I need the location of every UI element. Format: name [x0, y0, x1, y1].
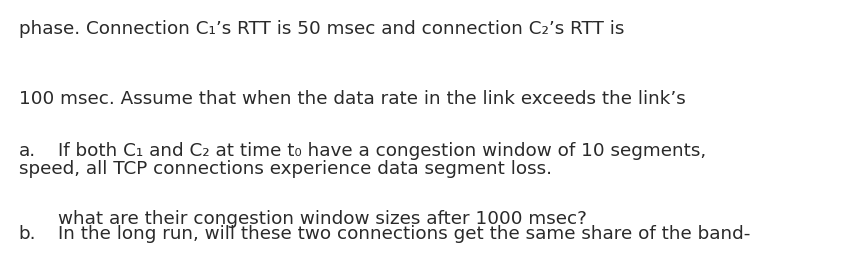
- Text: In the long run, will these two connections get the same share of the band-: In the long run, will these two connecti…: [58, 225, 750, 243]
- Text: what are their congestion window sizes after 1000 msec?: what are their congestion window sizes a…: [58, 210, 587, 228]
- Text: If both C₁ and C₂ at time t₀ have a congestion window of 10 segments,: If both C₁ and C₂ at time t₀ have a cong…: [58, 142, 706, 160]
- Text: a.: a.: [19, 142, 36, 160]
- Text: b.: b.: [19, 225, 36, 243]
- Text: speed, all TCP connections experience data segment loss.: speed, all TCP connections experience da…: [19, 160, 552, 178]
- Text: phase. Connection C₁’s RTT is 50 msec and connection C₂’s RTT is: phase. Connection C₁’s RTT is 50 msec an…: [19, 20, 624, 38]
- Text: 100 msec. Assume that when the data rate in the link exceeds the link’s: 100 msec. Assume that when the data rate…: [19, 90, 685, 108]
